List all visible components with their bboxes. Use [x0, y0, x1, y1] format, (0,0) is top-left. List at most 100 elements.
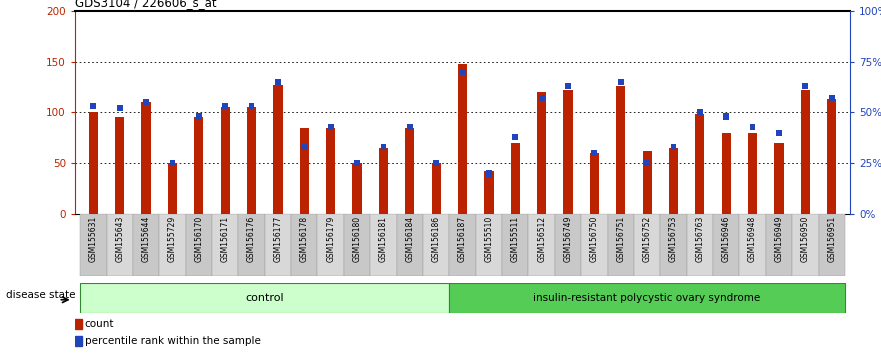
- Bar: [328, 124, 334, 130]
- Bar: [107, 214, 133, 276]
- Bar: [449, 283, 845, 313]
- Bar: [513, 134, 518, 140]
- Bar: [344, 214, 370, 276]
- Bar: [75, 336, 82, 346]
- Bar: [186, 214, 212, 276]
- Bar: [723, 113, 729, 120]
- Bar: [511, 143, 520, 214]
- Text: GSM155511: GSM155511: [511, 216, 520, 262]
- Text: GSM155643: GSM155643: [115, 216, 124, 262]
- Bar: [563, 90, 573, 214]
- Bar: [159, 214, 186, 276]
- Text: GSM156187: GSM156187: [458, 216, 467, 262]
- Bar: [354, 160, 360, 166]
- Bar: [458, 64, 467, 214]
- Bar: [801, 90, 810, 214]
- Bar: [686, 214, 713, 276]
- Bar: [722, 133, 731, 214]
- Bar: [449, 214, 476, 276]
- Bar: [634, 214, 660, 276]
- Bar: [212, 214, 239, 276]
- Bar: [326, 128, 336, 214]
- Bar: [539, 95, 544, 101]
- Text: GSM156950: GSM156950: [801, 216, 810, 262]
- Bar: [529, 214, 555, 276]
- Text: count: count: [85, 319, 114, 329]
- Bar: [485, 171, 493, 214]
- Bar: [133, 214, 159, 276]
- Bar: [379, 148, 388, 214]
- Text: GSM156948: GSM156948: [748, 216, 757, 262]
- Bar: [460, 69, 465, 75]
- Bar: [300, 128, 309, 214]
- Text: GSM155644: GSM155644: [142, 216, 151, 262]
- Bar: [433, 160, 439, 166]
- Bar: [291, 214, 317, 276]
- Text: GSM155510: GSM155510: [485, 216, 493, 262]
- Text: disease state: disease state: [6, 290, 76, 300]
- Bar: [194, 118, 204, 214]
- Bar: [220, 107, 230, 214]
- Bar: [739, 214, 766, 276]
- Text: GSM156753: GSM156753: [669, 216, 678, 262]
- Bar: [713, 214, 739, 276]
- Bar: [803, 83, 808, 89]
- Bar: [486, 170, 492, 177]
- Bar: [247, 107, 256, 214]
- Bar: [750, 124, 756, 130]
- Bar: [248, 103, 255, 109]
- Bar: [352, 163, 362, 214]
- Bar: [196, 113, 202, 120]
- Text: GSM156186: GSM156186: [432, 216, 440, 262]
- Bar: [476, 214, 502, 276]
- Text: GDS3104 / 226606_s_at: GDS3104 / 226606_s_at: [75, 0, 217, 10]
- Bar: [591, 150, 597, 156]
- Bar: [537, 92, 546, 214]
- Bar: [818, 214, 845, 276]
- Bar: [169, 160, 175, 166]
- Bar: [115, 118, 124, 214]
- Bar: [618, 79, 624, 85]
- Bar: [89, 113, 98, 214]
- Bar: [275, 79, 281, 85]
- Text: insulin-resistant polycystic ovary syndrome: insulin-resistant polycystic ovary syndr…: [534, 293, 760, 303]
- Bar: [697, 109, 703, 115]
- Bar: [423, 214, 449, 276]
- Text: GSM156179: GSM156179: [326, 216, 335, 262]
- Text: GSM156171: GSM156171: [221, 216, 230, 262]
- Text: GSM156170: GSM156170: [195, 216, 204, 262]
- Bar: [301, 144, 307, 150]
- Bar: [396, 214, 423, 276]
- Bar: [589, 153, 599, 214]
- Bar: [405, 128, 414, 214]
- Text: GSM156178: GSM156178: [300, 216, 309, 262]
- Bar: [502, 214, 529, 276]
- Bar: [117, 105, 122, 112]
- Bar: [75, 319, 82, 329]
- Bar: [222, 103, 228, 109]
- Bar: [670, 144, 677, 150]
- Bar: [766, 214, 792, 276]
- Bar: [239, 214, 265, 276]
- Bar: [80, 283, 449, 313]
- Text: GSM156512: GSM156512: [537, 216, 546, 262]
- Text: GSM156184: GSM156184: [405, 216, 414, 262]
- Bar: [660, 214, 686, 276]
- Text: GSM155729: GSM155729: [168, 216, 177, 262]
- Bar: [168, 163, 177, 214]
- Bar: [776, 130, 781, 136]
- Bar: [432, 163, 440, 214]
- Text: GSM155631: GSM155631: [89, 216, 98, 262]
- Bar: [565, 83, 571, 89]
- Bar: [644, 160, 650, 166]
- Text: GSM156752: GSM156752: [642, 216, 652, 262]
- Text: GSM156750: GSM156750: [590, 216, 599, 262]
- Text: GSM156949: GSM156949: [774, 216, 783, 262]
- Bar: [144, 99, 149, 105]
- Text: GSM156763: GSM156763: [695, 216, 704, 262]
- Bar: [616, 86, 626, 214]
- Bar: [669, 148, 678, 214]
- Text: GSM156176: GSM156176: [247, 216, 256, 262]
- Bar: [608, 214, 634, 276]
- Bar: [642, 151, 652, 214]
